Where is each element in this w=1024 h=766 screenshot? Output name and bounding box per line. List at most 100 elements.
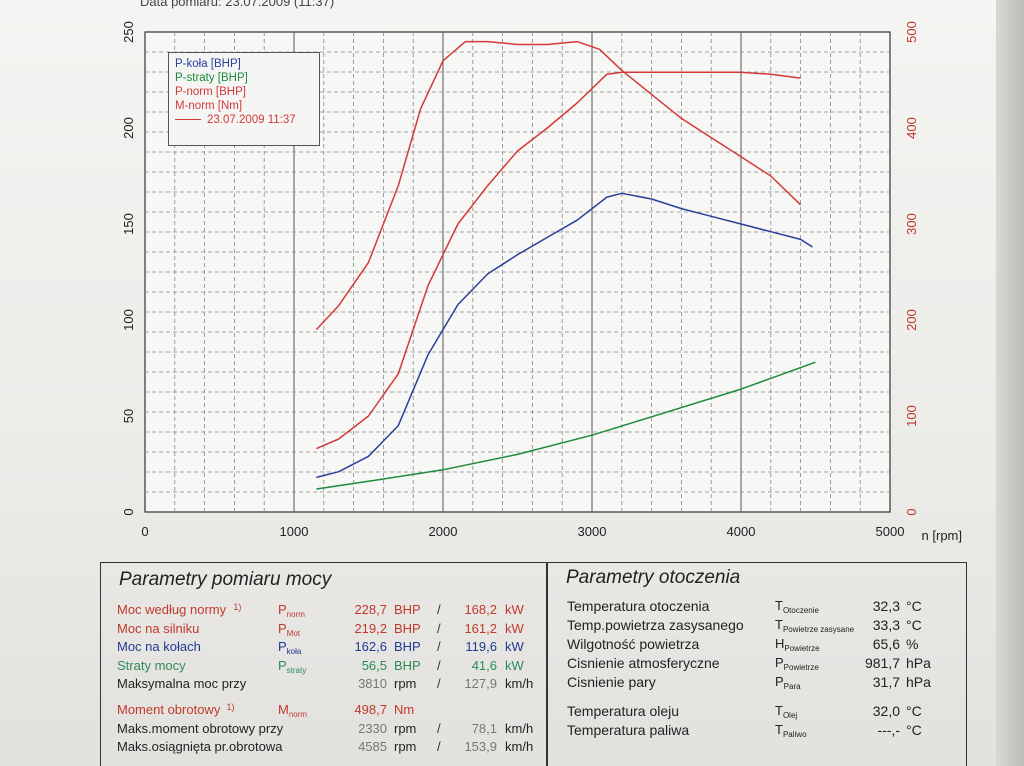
param-value-2: 127,9 (464, 676, 497, 692)
y-right-tick-label: 100 (904, 405, 919, 427)
param-unit-2: km/h (505, 739, 534, 755)
param-unit-2: kW (505, 639, 524, 655)
x-tick-label: 5000 (876, 524, 905, 539)
param-unit-2: kW (505, 602, 524, 617)
x-tick-label: 0 (141, 524, 148, 539)
param-symbol-letter: P (278, 657, 287, 673)
param-unit-2: kW (505, 620, 524, 636)
param-symbol-letter: P (278, 620, 287, 636)
ambient-label: Temperatura oleju (567, 703, 680, 719)
ambient-label: Wilgotność powietrza (567, 636, 700, 652)
param-symbol-sub: straty (286, 665, 307, 675)
series-line-2 (316, 71, 801, 450)
param-value-2: 78,1 (471, 720, 497, 736)
ambient-symbol-sub: Paliwo (782, 730, 807, 739)
ambient-symbol-sub: Powietrze zasysane (782, 625, 855, 634)
ambient-params-panel: Parametry otoczenia (547, 562, 967, 766)
power-params-title: Parametry pomiaru mocy (119, 569, 332, 590)
param-label: Maks.osiągnięta pr.obrotowa (117, 739, 283, 755)
param-separator: / (437, 620, 441, 636)
param-value-2: 161,2 (464, 620, 497, 636)
legend-item-date: 23.07.2009 11:37 (175, 113, 313, 127)
ambient-symbol-letter: T (775, 598, 783, 613)
x-tick-label: 2000 (429, 524, 458, 539)
param-symbol-letter: M (278, 702, 289, 717)
x-tick-label: 1000 (280, 524, 309, 539)
ambient-symbol-sub: Powietrze (784, 644, 820, 653)
y-left-tick-label: 150 (121, 213, 136, 235)
y-left-tick-label: 200 (121, 117, 136, 139)
ambient-value: 32,0 (872, 703, 900, 719)
legend-item-p-norm: P-norm [BHP] (175, 86, 246, 98)
param-value: 3810 (358, 676, 387, 692)
param-value-2: 168,2 (464, 602, 497, 617)
legend-item-p-kola: P-koła [BHP] (175, 58, 241, 70)
ambient-unit: °C (906, 722, 922, 738)
ambient-unit: °C (906, 703, 922, 719)
ambient-symbol-letter: T (775, 703, 783, 718)
y-left-tick-label: 100 (121, 309, 136, 331)
measurement-date-header: Data pomiaru: 23.07.2009 (11:37) (140, 0, 335, 9)
param-label: Straty mocy (117, 657, 186, 673)
param-value: 498,7 (354, 702, 387, 717)
param-value-2: 119,6 (465, 639, 497, 655)
param-unit: BHP (394, 620, 421, 636)
ambient-value: 31,7 (872, 674, 900, 690)
ambient-label: Temp.powietrza zasysanego (567, 617, 744, 633)
series-line-0 (316, 192, 813, 479)
param-separator: / (437, 657, 441, 673)
y-left-tick-label: 0 (121, 508, 136, 515)
param-separator: / (437, 639, 441, 655)
param-symbol-sub: norm (286, 610, 305, 619)
ambient-label: Temperatura paliwa (567, 722, 690, 738)
y-right-tick-label: 0 (904, 508, 919, 515)
param-symbol: PMot (278, 621, 300, 638)
ambient-symbol-letter: T (775, 617, 783, 632)
ambient-symbol-sub: Powietrze (783, 663, 819, 672)
param-label: Moc na kołach (117, 639, 201, 655)
param-footnote: 1) (233, 602, 242, 612)
param-unit: BHP (394, 657, 421, 673)
ambient-symbol: TPowietrze zasysane (775, 617, 854, 634)
ambient-symbol-letter: H (775, 636, 785, 651)
legend-item-m-norm: M-norm [Nm] (175, 100, 243, 112)
param-symbol-sub: Mot (286, 628, 301, 638)
param-unit: BHP (394, 602, 421, 617)
ambient-label: Cisnienie pary (567, 674, 656, 690)
x-tick-label: 3000 (578, 524, 607, 539)
ambient-symbol: HPowietrze (775, 636, 820, 653)
ambient-value: 33,3 (872, 617, 900, 633)
param-label: Moc na silniku (117, 620, 200, 636)
y-right-tick-label: 500 (904, 21, 919, 43)
param-symbol-letter: P (278, 602, 287, 617)
x-tick-label: 4000 (727, 524, 756, 539)
ambient-unit: % (906, 636, 919, 652)
ambient-value: 981,7 (864, 655, 900, 671)
param-footnote: 1) (226, 702, 235, 712)
ambient-symbol: PPowietrze (775, 655, 819, 672)
param-symbol: Mnorm (278, 702, 307, 719)
y-right-tick-label: 300 (904, 213, 919, 235)
ambient-value: 32,3 (872, 598, 900, 614)
y-right-tick-label: 400 (904, 117, 919, 139)
param-separator: / (437, 739, 441, 755)
param-value: 219,2 (354, 620, 387, 636)
ambient-symbol: TOtoczenie (775, 598, 819, 615)
param-symbol-sub: koła (286, 647, 302, 657)
param-separator: / (437, 720, 441, 736)
x-axis-label: n [rpm] (922, 528, 962, 543)
param-unit: Nm (394, 702, 415, 717)
ambient-params-title: Parametry otoczenia (566, 567, 741, 588)
param-unit-2: km/h (505, 676, 534, 692)
param-label: Moment obrotowy (117, 702, 221, 717)
param-value: 162,6 (354, 639, 387, 655)
param-symbol-letter: P (278, 639, 287, 655)
y-left-tick-label: 250 (121, 21, 136, 43)
param-separator: / (437, 602, 441, 617)
legend-item-p-straty: P-straty [BHP] (175, 72, 248, 84)
param-symbol-sub: norm (288, 710, 308, 719)
param-unit: rpm (394, 676, 417, 692)
power-params-panel: Parametry pomiaru mocy (100, 562, 547, 766)
param-unit-2: km/h (505, 720, 534, 736)
